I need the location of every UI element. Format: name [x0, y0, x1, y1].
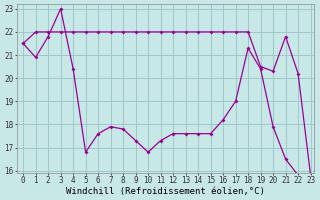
X-axis label: Windchill (Refroidissement éolien,°C): Windchill (Refroidissement éolien,°C): [66, 187, 265, 196]
